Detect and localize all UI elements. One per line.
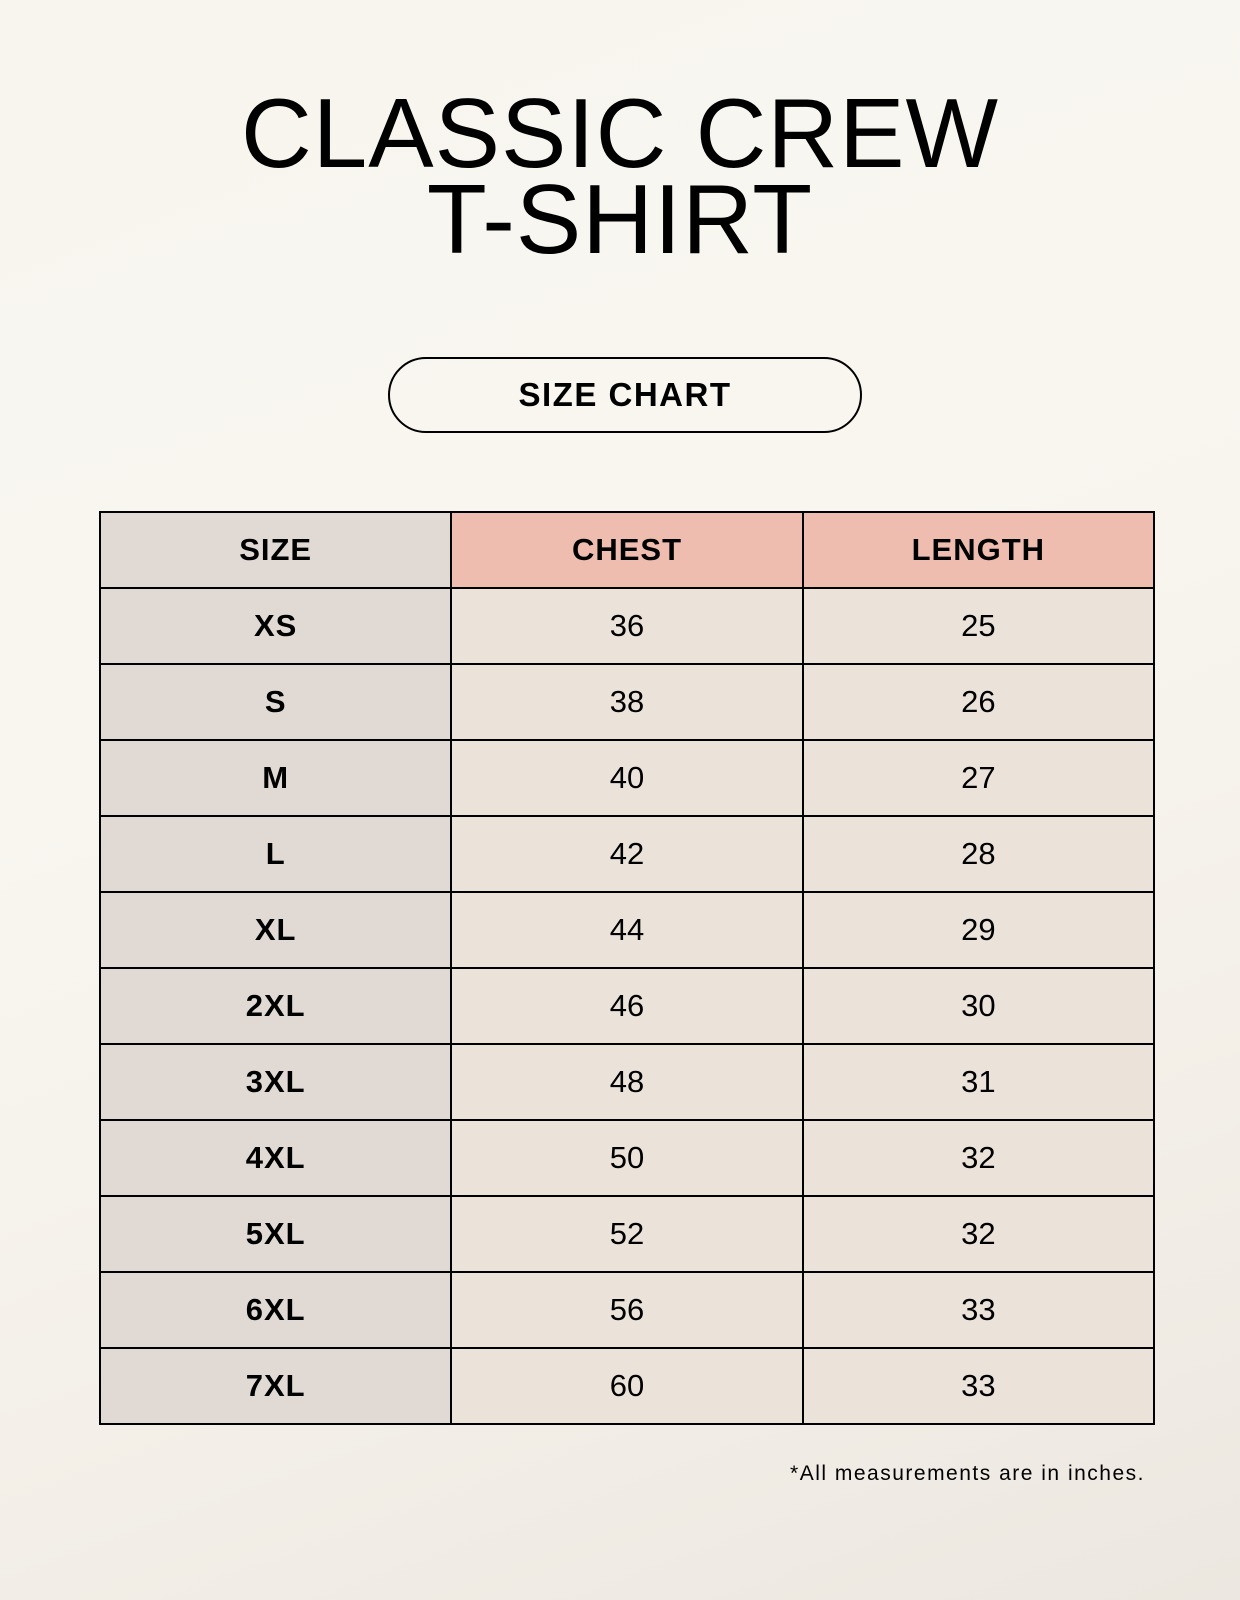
- cell-size: XL: [98, 891, 453, 969]
- cell-size: XS: [98, 587, 453, 665]
- cell-size: 4XL: [98, 1119, 453, 1197]
- header-size: SIZE: [98, 511, 453, 589]
- table-row: 2XL 46 30: [98, 967, 1156, 1045]
- cell-size: 3XL: [98, 1043, 453, 1121]
- cell-chest: 42: [450, 815, 804, 893]
- cell-chest: 36: [450, 587, 804, 665]
- page-title: CLASSIC CREW T-SHIRT: [0, 78, 1240, 274]
- size-table: SIZE CHEST LENGTH XS 36 25 S 38 26 M 40 27 L 42 28 X…: [98, 511, 1156, 1425]
- cell-size: 7XL: [98, 1347, 453, 1425]
- cell-size: S: [98, 663, 453, 741]
- cell-chest: 38: [450, 663, 804, 741]
- table-row: 7XL 60 33: [98, 1347, 1156, 1425]
- cell-chest: 46: [450, 967, 804, 1045]
- table-row: M 40 27: [98, 739, 1156, 817]
- cell-length: 32: [801, 1119, 1156, 1197]
- table-row: XL 44 29: [98, 891, 1156, 969]
- header-length: LENGTH: [801, 511, 1156, 589]
- table-row: L 42 28: [98, 815, 1156, 893]
- cell-length: 32: [801, 1195, 1156, 1273]
- title-line-2: T-SHIRT: [426, 164, 814, 274]
- cell-chest: 48: [450, 1043, 804, 1121]
- cell-length: 27: [801, 739, 1156, 817]
- cell-length: 31: [801, 1043, 1156, 1121]
- cell-length: 26: [801, 663, 1156, 741]
- footnote: *All measurements are in inches.: [790, 1462, 1145, 1485]
- cell-chest: 52: [450, 1195, 804, 1273]
- table-row: 6XL 56 33: [98, 1271, 1156, 1349]
- table-row: S 38 26: [98, 663, 1156, 741]
- cell-chest: 44: [450, 891, 804, 969]
- cell-size: 6XL: [98, 1271, 453, 1349]
- size-chart-badge: SIZE CHART: [388, 357, 862, 433]
- table-row: 3XL 48 31: [98, 1043, 1156, 1121]
- cell-chest: 50: [450, 1119, 804, 1197]
- title-line-1: CLASSIC CREW: [240, 78, 999, 188]
- cell-size: 2XL: [98, 967, 453, 1045]
- table-row: XS 36 25: [98, 587, 1156, 665]
- cell-size: L: [98, 815, 453, 893]
- table-row: 4XL 50 32: [98, 1119, 1156, 1197]
- cell-chest: 56: [450, 1271, 804, 1349]
- cell-length: 33: [801, 1271, 1156, 1349]
- cell-size: M: [98, 739, 453, 817]
- table-row: 5XL 52 32: [98, 1195, 1156, 1273]
- cell-length: 33: [801, 1347, 1156, 1425]
- cell-length: 25: [801, 587, 1156, 665]
- cell-chest: 40: [450, 739, 804, 817]
- cell-chest: 60: [450, 1347, 804, 1425]
- cell-length: 29: [801, 891, 1156, 969]
- cell-size: 5XL: [98, 1195, 453, 1273]
- header-chest: CHEST: [450, 511, 804, 589]
- cell-length: 30: [801, 967, 1156, 1045]
- cell-length: 28: [801, 815, 1156, 893]
